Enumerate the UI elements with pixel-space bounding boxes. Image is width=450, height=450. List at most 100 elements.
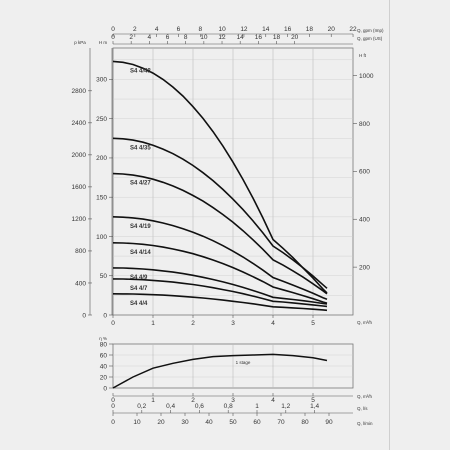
pressure-tick-label: 2400 <box>72 120 87 127</box>
right-tick-label: 400 <box>359 217 370 224</box>
efficiency-y-tick-label: 0 <box>103 385 107 392</box>
ls-tick-label: 1,4 <box>310 403 319 410</box>
top-imp-unit: Q, gpm (Imp) <box>357 28 384 33</box>
lmin-tick-label: 0 <box>111 419 115 426</box>
top-imp-tick-label: 18 <box>306 26 314 33</box>
efficiency-y-tick-label: 20 <box>100 374 108 381</box>
right-axis-unit: H ft <box>359 53 367 58</box>
ls-axis-unit: Q, l/s <box>357 406 368 411</box>
lmin-tick-label: 30 <box>181 419 189 426</box>
top-imp-tick-label: 6 <box>177 26 181 33</box>
lmin-tick-label: 90 <box>325 419 333 426</box>
pump-curve-label: S4 4/7 <box>130 286 148 292</box>
ls-tick-label: 0 <box>111 403 115 410</box>
right-tick-label: 600 <box>359 169 370 176</box>
pump-curve-label: S4 4/9 <box>130 275 148 281</box>
pressure-tick-label: 1200 <box>72 216 87 223</box>
pressure-tick-label: 2000 <box>72 152 87 159</box>
efficiency-curve-line <box>112 353 328 389</box>
pump-curve-line <box>112 137 328 289</box>
top-imp-tick-label: 14 <box>262 26 270 33</box>
y-tick-label-m: 50 <box>100 273 108 280</box>
pressure-axis-unit: p kPa <box>74 40 86 45</box>
pump-curve-label: S4 4/4 <box>130 301 148 307</box>
x-axis-unit: Q, m³/h <box>357 320 372 325</box>
x-tick-label: 5 <box>311 320 315 327</box>
pump-curve-line <box>112 242 328 304</box>
pump-curve-line <box>112 293 328 312</box>
efficiency-x-tick-label: 1 <box>151 397 155 404</box>
pump-curve-line <box>112 267 328 305</box>
pressure-tick-label: 400 <box>75 280 86 287</box>
pump-curve-label: S4 4/19 <box>130 224 151 230</box>
efficiency-x-tick-label: 3 <box>231 397 235 404</box>
top-imp-tick-label: 10 <box>218 26 226 33</box>
ls-tick-label: 0,2 <box>137 403 146 410</box>
top-us-tick-label: 0 <box>111 34 115 41</box>
y-axis-unit-m: H m <box>99 40 108 45</box>
x-tick-label: 2 <box>191 320 195 327</box>
pump-curve-line <box>112 278 328 308</box>
top-us-tick-label: 8 <box>184 34 188 41</box>
efficiency-x-tick-label: 4 <box>271 397 275 404</box>
efficiency-x-tick-label: 0 <box>111 397 115 404</box>
pressure-tick-label: 0 <box>82 312 86 319</box>
pump-curve-line <box>112 216 328 301</box>
lmin-axis-unit: Q, l/min <box>357 421 373 426</box>
y-tick-label-m: 200 <box>96 155 107 162</box>
lmin-tick-label: 60 <box>253 419 261 426</box>
top-us-tick-label: 6 <box>166 34 170 41</box>
top-imp-tick-label: 4 <box>155 26 159 33</box>
right-tick-label: 200 <box>359 264 370 271</box>
efficiency-x-unit: Q, m³/h <box>357 394 372 399</box>
top-imp-tick-label: 2 <box>133 26 137 33</box>
top-imp-tick-label: 8 <box>198 26 202 33</box>
efficiency-x-tick-label: 2 <box>191 397 195 404</box>
efficiency-x-tick-label: 5 <box>311 397 315 404</box>
x-tick-label: 3 <box>231 320 235 327</box>
lmin-tick-label: 10 <box>133 419 141 426</box>
lmin-tick-label: 80 <box>301 419 309 426</box>
x-tick-label: 1 <box>151 320 155 327</box>
efficiency-y-unit: η % <box>99 336 107 341</box>
top-us-tick-label: 12 <box>218 34 226 41</box>
right-tick-label: 1000 <box>359 73 374 80</box>
pump-curve-line <box>112 172 328 295</box>
pressure-tick-label: 800 <box>75 248 86 255</box>
pump-curve-label: S4 4/27 <box>130 181 151 187</box>
top-imp-tick-label: 20 <box>328 26 336 33</box>
pressure-tick-label: 2800 <box>72 88 87 95</box>
x-tick-label: 4 <box>271 320 275 327</box>
ls-tick-label: 0,4 <box>166 403 175 410</box>
efficiency-y-tick-label: 60 <box>100 352 108 359</box>
y-tick-label-m: 150 <box>96 195 107 202</box>
efficiency-curve-label: 1 stage <box>236 360 251 365</box>
y-tick-label-m: 0 <box>103 312 107 319</box>
pressure-tick-label: 1600 <box>72 184 87 191</box>
top-imp-tick-label: 0 <box>111 26 115 33</box>
top-us-tick-label: 16 <box>255 34 263 41</box>
efficiency-y-tick-label: 40 <box>100 363 108 370</box>
right-tick-label: 800 <box>359 121 370 128</box>
pump-curve-label: S4 4/48 <box>130 68 151 74</box>
y-tick-label-m: 250 <box>96 116 107 123</box>
top-us-tick-label: 14 <box>237 34 245 41</box>
top-us-tick-label: 2 <box>129 34 133 41</box>
top-us-tick-label: 18 <box>273 34 281 41</box>
lmin-tick-label: 70 <box>277 419 285 426</box>
pump-curve-line <box>112 60 328 294</box>
y-tick-label-m: 300 <box>96 77 107 84</box>
ls-tick-label: 0,6 <box>195 403 204 410</box>
lmin-tick-label: 20 <box>157 419 165 426</box>
ls-tick-label: 1,2 <box>281 403 290 410</box>
top-us-tick-label: 10 <box>200 34 208 41</box>
ls-tick-label: 1 <box>255 403 259 410</box>
efficiency-y-tick-label: 80 <box>100 341 108 348</box>
top-imp-tick-label: 16 <box>284 26 292 33</box>
page-divider <box>389 0 390 450</box>
y-tick-label-m: 100 <box>96 234 107 241</box>
x-tick-label: 0 <box>111 320 115 327</box>
lmin-tick-label: 40 <box>205 419 213 426</box>
